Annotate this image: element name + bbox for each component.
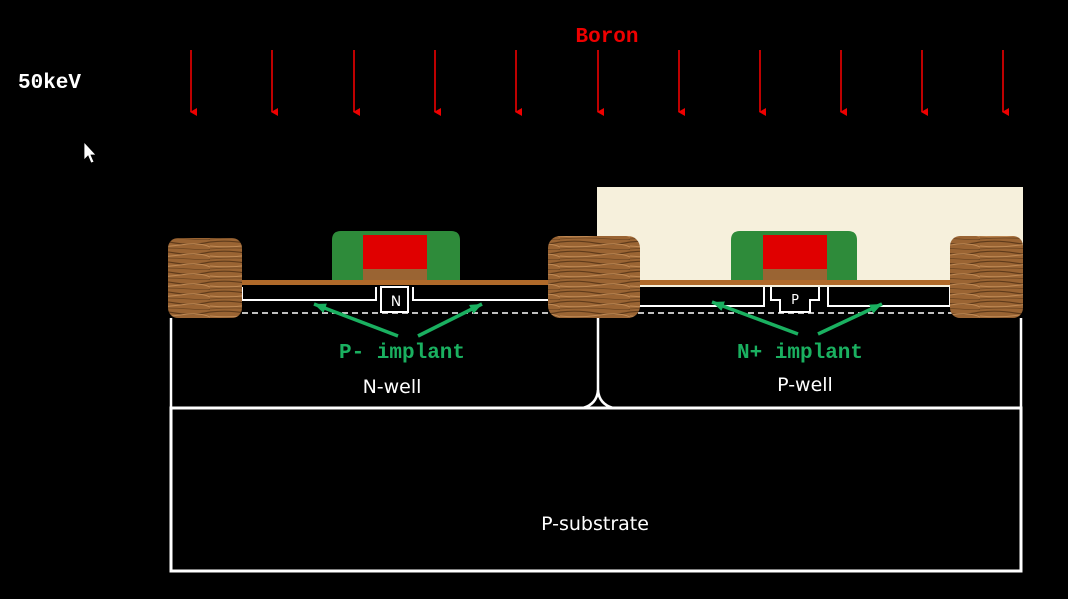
field-oxide-right: [950, 236, 1023, 318]
surface-oxide: [240, 280, 552, 285]
pmos-gate-poly: [363, 235, 427, 269]
n-tap-label: N: [391, 294, 401, 310]
pmos-drain-region: [412, 287, 551, 301]
implant-pointer-arrows: [313, 300, 883, 338]
n-well-label: N-well: [363, 376, 422, 398]
nmos-drain-region: [827, 287, 951, 307]
pmos-source-region: [241, 287, 377, 301]
pmos-gate: [332, 231, 460, 280]
p-tap-region: [770, 287, 820, 313]
n-tap-region: [380, 286, 409, 313]
left-implant-label: P- implant: [339, 342, 465, 365]
implant-energy-label: 50keV: [18, 72, 81, 95]
nmos-gate-base: [763, 269, 827, 280]
pointer-arrow: [417, 302, 483, 338]
p-substrate-label: P-substrate: [541, 513, 649, 535]
field-oxide-middle: [548, 236, 640, 318]
p-substrate-region: [169, 406, 1023, 573]
pointer-arrow: [817, 302, 883, 336]
nmos-source-region: [637, 287, 765, 307]
ion-species-label: Boron: [575, 26, 638, 49]
p-tap-label: P: [791, 293, 799, 308]
mouse-cursor-icon: [83, 140, 97, 164]
pointer-arrow: [313, 302, 399, 338]
ion-beam-arrows: [190, 50, 1009, 116]
right-implant-label: N+ implant: [737, 342, 863, 365]
p-well-label: P-well: [777, 374, 833, 396]
nmos-gate-poly: [763, 235, 827, 269]
pointer-arrow: [711, 300, 799, 336]
pmos-gate-base: [363, 269, 427, 280]
p-well-region: [596, 318, 1023, 410]
surface-oxide: [636, 280, 952, 285]
nmos-gate: [731, 231, 857, 280]
field-oxide-left: [168, 238, 242, 318]
